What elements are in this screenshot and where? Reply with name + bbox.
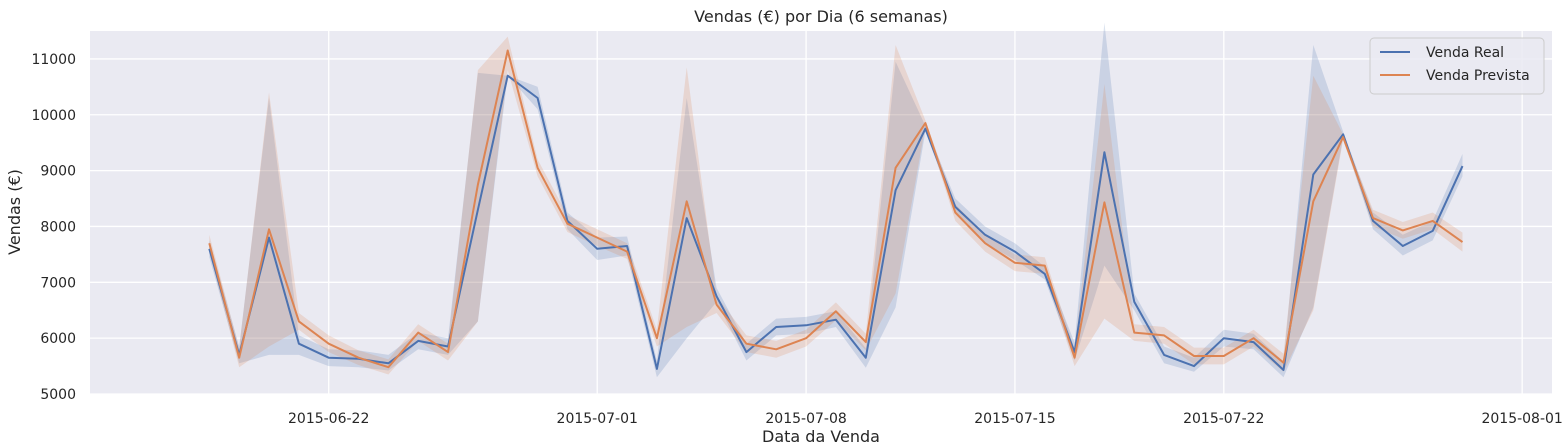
y-tick-label: 6000 [40,331,76,347]
legend: Venda Real Venda Prevista [1369,37,1545,95]
y-tick-label: 5000 [40,387,76,403]
y-axis-title: Vendas (€) [5,169,24,255]
series-line-venda-prevista [208,49,1464,369]
chart-title: Vendas (€) por Dia (6 semanas) [694,7,948,26]
legend-label: Venda Real [1426,45,1504,61]
y-tick-label: 8000 [40,219,76,235]
x-axis: 2015-06-22 2015-07-01 2015-07-08 2015-07-15… [288,411,1563,427]
legend-label: Venda Prevista [1426,68,1530,84]
legend-box [1369,37,1545,95]
confidence-bands [209,22,1463,378]
y-tick-label: 11000 [31,52,76,68]
series-line-venda-real [208,74,1464,371]
series-lines [208,49,1464,371]
plot-background [90,31,1552,394]
y-tick-label: 7000 [40,275,76,291]
x-tick-label: 2015-07-08 [765,411,846,427]
x-tick-label: 2015-08-01 [1481,411,1562,427]
x-tick-label: 2015-06-22 [288,411,369,427]
y-tick-label: 9000 [40,164,76,180]
x-tick-label: 2015-07-22 [1183,411,1264,427]
x-tick-label: 2015-07-15 [974,411,1055,427]
x-axis-title: Data da Venda [762,427,880,446]
band-venda-prevista [209,36,1463,375]
y-tick-label: 10000 [31,108,76,124]
x-tick-label: 2015-07-01 [557,411,638,427]
y-axis: 5000 6000 7000 8000 9000 10000 11000 [31,52,76,403]
